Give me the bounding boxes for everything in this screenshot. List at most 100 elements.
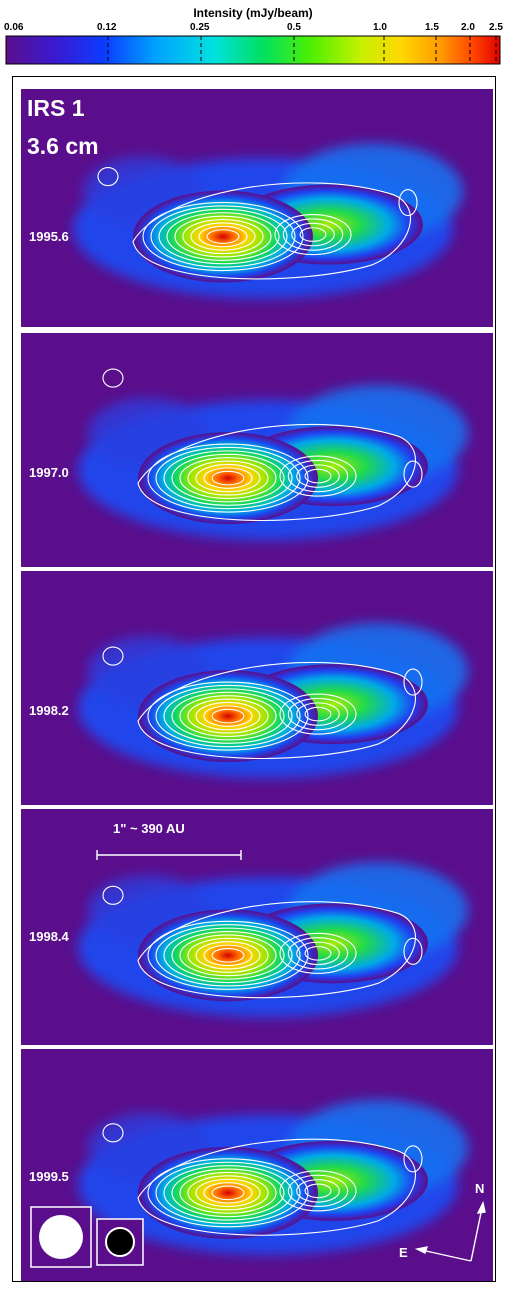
panel-separator	[21, 805, 493, 809]
contour-line	[282, 218, 344, 251]
image-panel-4	[21, 809, 493, 1049]
contour-line	[142, 202, 304, 272]
contour-line	[403, 460, 423, 488]
contour-line	[155, 924, 301, 987]
contour-line	[171, 453, 285, 503]
tick-label-0: 0.06	[4, 22, 24, 33]
epoch-label-1: 1995.6	[29, 229, 69, 244]
image-panel-5	[21, 1049, 493, 1281]
contour-line	[211, 947, 245, 963]
contour-line	[296, 702, 340, 726]
beam-large	[39, 1215, 83, 1259]
compass	[414, 1200, 486, 1262]
image-panels	[21, 89, 493, 1281]
contour-line	[198, 225, 248, 248]
contour-line	[203, 705, 253, 727]
contour-line	[287, 1174, 349, 1207]
contour-line	[102, 885, 124, 905]
contour-line	[279, 455, 357, 497]
emission-core	[138, 432, 318, 525]
contour-line	[195, 463, 261, 493]
contour-line	[137, 661, 416, 760]
contour-line	[182, 219, 264, 255]
contour-line	[155, 684, 301, 748]
epoch-label-3: 1998.2	[29, 703, 69, 718]
contour-line	[296, 941, 340, 966]
contour-line	[203, 944, 253, 967]
contour-line	[171, 930, 285, 980]
contour-line	[155, 446, 301, 510]
tick-label-3: 0.5	[287, 22, 301, 33]
emission-core	[138, 670, 318, 763]
emission-core	[138, 909, 318, 1002]
contour-line	[171, 691, 285, 741]
scale-bar-label: 1" ~ 390 AU	[113, 821, 185, 836]
contour-line	[299, 227, 327, 242]
contour-line	[174, 215, 272, 258]
compass-east-label: E	[399, 1245, 408, 1260]
contour-line	[179, 457, 277, 500]
contour-line	[147, 681, 309, 751]
contour-set	[102, 885, 423, 999]
contour-line	[304, 468, 332, 484]
compass-north-label: N	[475, 1181, 485, 1196]
contour-line	[102, 1123, 124, 1143]
contour-line	[211, 470, 245, 486]
epoch-label-5: 1999.5	[29, 1169, 69, 1184]
contour-line	[279, 1170, 357, 1212]
contour-line	[132, 182, 411, 280]
contour-line	[166, 212, 280, 261]
contour-line	[287, 937, 349, 970]
contour-line	[195, 701, 261, 731]
contour-set	[102, 646, 423, 760]
contour-line	[187, 1175, 269, 1211]
tick-label-4: 1.0	[373, 22, 387, 33]
contour-line	[102, 368, 124, 388]
contour-line	[403, 668, 423, 696]
contour-line	[163, 688, 293, 744]
contour-line	[102, 646, 124, 666]
contour-set	[102, 1123, 423, 1236]
contour-line	[398, 189, 418, 217]
epoch-label-2: 1997.0	[29, 465, 69, 480]
contour-line	[137, 901, 416, 999]
contour-line	[274, 214, 352, 256]
contour-line	[211, 1185, 245, 1201]
contour-line	[190, 222, 256, 251]
contour-line	[403, 937, 423, 965]
contour-line	[179, 1171, 277, 1214]
figure-frame: IRS 1 3.6 cm 1995.6 1997.0 1998.2 1998.4…	[12, 76, 496, 1282]
contour-line	[137, 1138, 416, 1236]
contour-line	[147, 443, 309, 513]
contour-line	[147, 920, 309, 990]
emission-core	[138, 1146, 318, 1239]
tick-label-1: 0.12	[97, 22, 117, 33]
contour-line	[291, 222, 335, 247]
contour-line	[296, 464, 340, 488]
contour-line	[211, 708, 245, 724]
contour-line	[403, 1145, 423, 1173]
contour-line	[195, 941, 261, 970]
contour-line	[163, 450, 293, 506]
contour-line	[150, 205, 296, 268]
tick-label-6: 2.0	[461, 22, 475, 33]
contour-line	[279, 932, 357, 974]
wavelength-label: 3.6 cm	[27, 133, 99, 159]
contour-line	[304, 1183, 332, 1199]
contour-line	[163, 927, 293, 984]
tick-label-5: 1.5	[425, 22, 439, 33]
contour-line	[179, 934, 277, 977]
epoch-label-4: 1998.4	[29, 929, 69, 944]
tick-label-2: 0.25	[190, 22, 210, 33]
tick-label-7: 2.5	[489, 22, 503, 33]
contour-line	[206, 229, 240, 244]
contour-line	[203, 1182, 253, 1204]
contour-line	[171, 1168, 285, 1218]
contour-line	[195, 1178, 261, 1207]
colorbar-title: Intensity (mJy/beam)	[193, 6, 313, 20]
contour-line	[179, 695, 277, 738]
emission-core	[133, 190, 313, 283]
contour-line	[187, 460, 269, 496]
contour-line	[147, 1158, 309, 1228]
contour-line	[279, 693, 357, 735]
